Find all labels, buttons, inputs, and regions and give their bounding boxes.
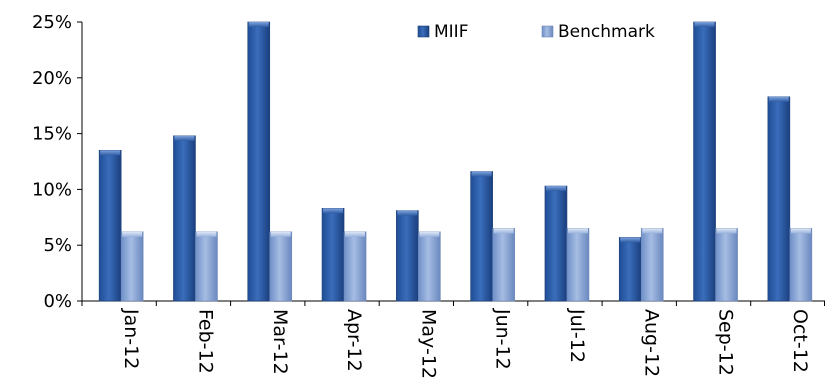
bar-cap: [768, 96, 789, 102]
x-tick-label: Oct-12: [789, 309, 811, 373]
y-tick-label: 0%: [43, 291, 72, 312]
labels: 0% 5% 10% 15% 20% 25% Jan-12 Feb-12 Mar-12 Apr-12…: [32, 12, 811, 379]
x-tick-label: Mar-12: [269, 309, 291, 375]
y-tick-label: 20%: [32, 68, 72, 89]
bar-miif-jul-12: [544, 185, 568, 302]
bar-miif-aug-12: [618, 237, 642, 302]
bar-benchmark-aug-12: [640, 228, 664, 302]
x-tick-label: Aug-12: [640, 309, 662, 377]
bar-benchmark-jan-12: [120, 231, 144, 302]
bar-cap: [642, 228, 663, 234]
y-tick-label: 10%: [32, 179, 72, 200]
bar-benchmark-apr-12: [343, 231, 367, 302]
bar-cap: [100, 150, 121, 156]
bar-cap: [174, 135, 195, 141]
legend: MIIF Benchmark: [417, 22, 655, 42]
bar-benchmark-jun-12: [492, 228, 515, 302]
bar-cap: [620, 237, 641, 243]
bar-miif-apr-12: [321, 208, 345, 302]
bar-cap: [716, 228, 737, 234]
bar-miif-feb-12: [173, 135, 196, 302]
bar-miif-sep-12: [693, 21, 716, 302]
y-tick-label: 5%: [43, 235, 72, 256]
legend-label-miif: MIIF: [434, 22, 468, 42]
bar-cap: [419, 231, 440, 237]
bar-cap: [567, 228, 588, 234]
bar-cap: [493, 228, 514, 234]
bar-benchmark-feb-12: [195, 231, 218, 302]
bar-cap: [545, 186, 566, 192]
bar-benchmark-oct-12: [789, 228, 813, 302]
bar-miif-jun-12: [470, 171, 493, 302]
x-tick-label: Jul-12: [566, 308, 588, 363]
legend-swatch-miif: [417, 25, 430, 38]
bar-miif-mar-12: [247, 21, 271, 302]
bar-cap: [345, 231, 366, 237]
bar-benchmark-sep-12: [715, 228, 738, 302]
bar-cap: [122, 231, 143, 237]
bar-cap: [270, 231, 291, 237]
bar-benchmark-mar-12: [269, 231, 293, 302]
bar-cap: [248, 22, 269, 27]
bar-cap: [694, 22, 715, 27]
bar-benchmark-jul-12: [566, 228, 590, 302]
bar-miif-may-12: [396, 210, 419, 302]
x-tick-label: May-12: [417, 309, 439, 379]
bar-cap: [323, 208, 344, 214]
legend-swatch-benchmark: [541, 25, 554, 38]
bar-cap: [790, 228, 811, 234]
bar-cap: [196, 231, 217, 237]
bar-cap: [397, 210, 418, 216]
x-tick-label: Apr-12: [343, 309, 365, 372]
bar-miif-oct-12: [767, 96, 791, 302]
bars: [98, 21, 813, 302]
x-tick-label: Jan-12: [120, 308, 142, 369]
x-tick-label: Jun-12: [492, 308, 514, 370]
bar-benchmark-may-12: [418, 231, 441, 302]
y-tick-label: 15%: [32, 124, 72, 145]
bar-cap: [471, 171, 492, 177]
legend-label-benchmark: Benchmark: [558, 22, 655, 42]
y-tick-label: 25%: [32, 12, 72, 33]
x-tick-label: Sep-12: [715, 309, 737, 376]
bar-miif-jan-12: [98, 150, 122, 302]
x-tick-label: Feb-12: [194, 309, 216, 374]
